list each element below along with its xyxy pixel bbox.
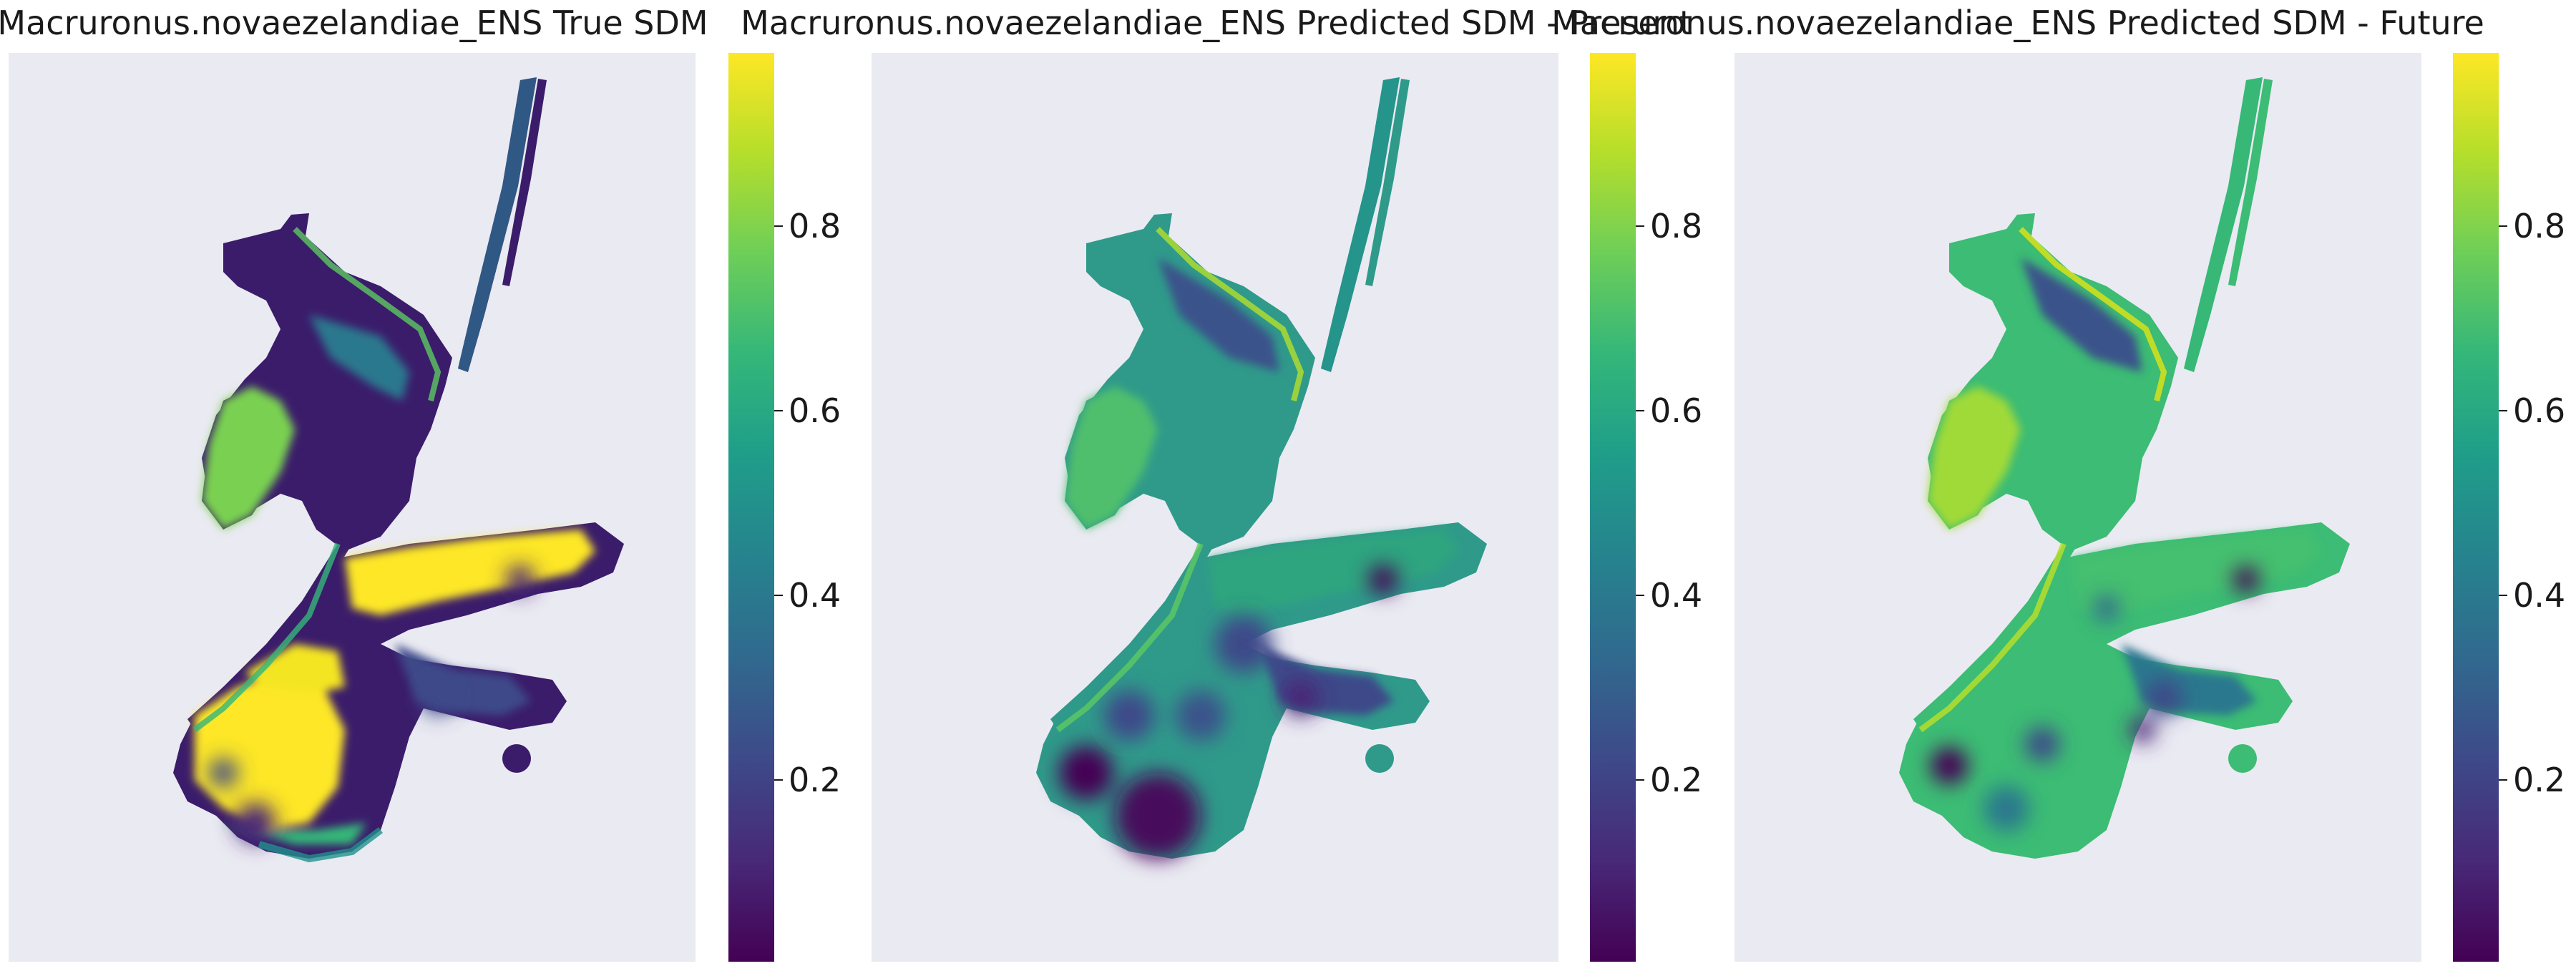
colorbar-ticks: 0.2 0.4 0.6 0.8 [774,207,841,799]
colorbar [728,53,774,962]
colorbar [1590,53,1636,962]
colorbar-tick-label: 0.4 [2513,576,2565,615]
heatmap-layer [173,77,624,863]
colorbar-tick-label: 0.2 [2513,761,2565,799]
panel-true-sdm: Macruronus.novaezelandiae_ENS True SDM [0,4,841,962]
panel-title: Macruronus.novaezelandiae_ENS Predicted … [741,4,1692,42]
colorbar-tick-label: 0.6 [2513,391,2565,430]
heatmap-layer [1899,77,2350,859]
colorbar-tick-label: 0.2 [789,761,841,799]
panel-predicted-present: Macruronus.novaezelandiae_ENS Predicted … [741,4,1702,962]
panel-title: Macruronus.novaezelandiae_ENS Predicted … [1551,4,2484,42]
panel-title: Macruronus.novaezelandiae_ENS True SDM [0,4,708,42]
colorbar-tick-label: 0.4 [789,576,841,615]
colorbar-tick-label: 0.8 [1650,207,1702,245]
colorbar-ticks: 0.2 0.4 0.6 0.8 [1636,207,1702,799]
colorbar-tick-label: 0.2 [1650,761,1702,799]
colorbar-tick-label: 0.8 [2513,207,2565,245]
colorbar-ticks: 0.2 0.4 0.6 0.8 [2499,207,2565,799]
colorbar-tick-label: 0.4 [1650,576,1702,615]
colorbar-tick-label: 0.6 [1650,391,1702,430]
colorbar-tick-label: 0.6 [789,391,841,430]
heatmap-layer [1036,77,1487,859]
panel-predicted-future: Macruronus.novaezelandiae_ENS Predicted … [1551,4,2565,962]
colorbar [2453,53,2499,962]
colorbar-tick-label: 0.8 [789,207,841,245]
